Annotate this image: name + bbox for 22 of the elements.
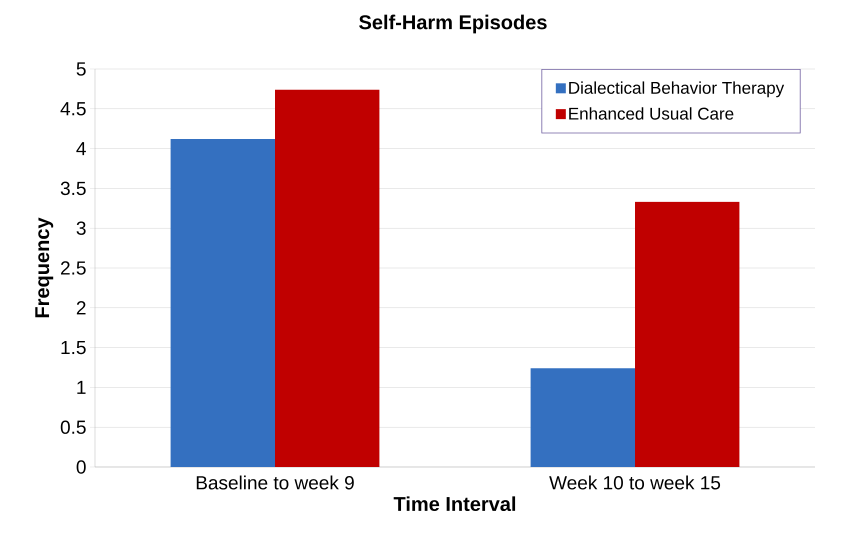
bar bbox=[635, 202, 740, 467]
bar bbox=[530, 368, 636, 467]
bar bbox=[275, 90, 380, 467]
y-tick-label: 1 bbox=[77, 380, 86, 394]
legend-label: Dialectical Behavior Therapy bbox=[569, 81, 784, 98]
y-axis-title: Frequency bbox=[35, 218, 54, 318]
x-tick-label: Baseline to week 9 bbox=[196, 476, 354, 490]
y-tick-label: 4 bbox=[76, 142, 86, 156]
bar bbox=[170, 139, 275, 467]
y-tick-label: 0.5 bbox=[60, 420, 86, 434]
legend-label: Enhanced Usual Care bbox=[569, 107, 734, 120]
y-tick-label: 2 bbox=[76, 301, 86, 314]
y-tick-label: 5 bbox=[76, 62, 86, 76]
x-axis-title: Time Interval bbox=[394, 496, 516, 512]
y-tick-label: 3.5 bbox=[60, 182, 86, 196]
y-tick-label: 2.5 bbox=[61, 261, 86, 275]
y-tick-label: 4.5 bbox=[60, 102, 86, 116]
y-tick-label: 3 bbox=[76, 221, 86, 235]
x-tick-label: Week 10 to week 15 bbox=[549, 476, 720, 490]
y-tick-label: 1.5 bbox=[62, 340, 86, 354]
chart-title: Self-Harm Episodes bbox=[359, 14, 547, 34]
y-tick-label: 0 bbox=[76, 460, 86, 474]
